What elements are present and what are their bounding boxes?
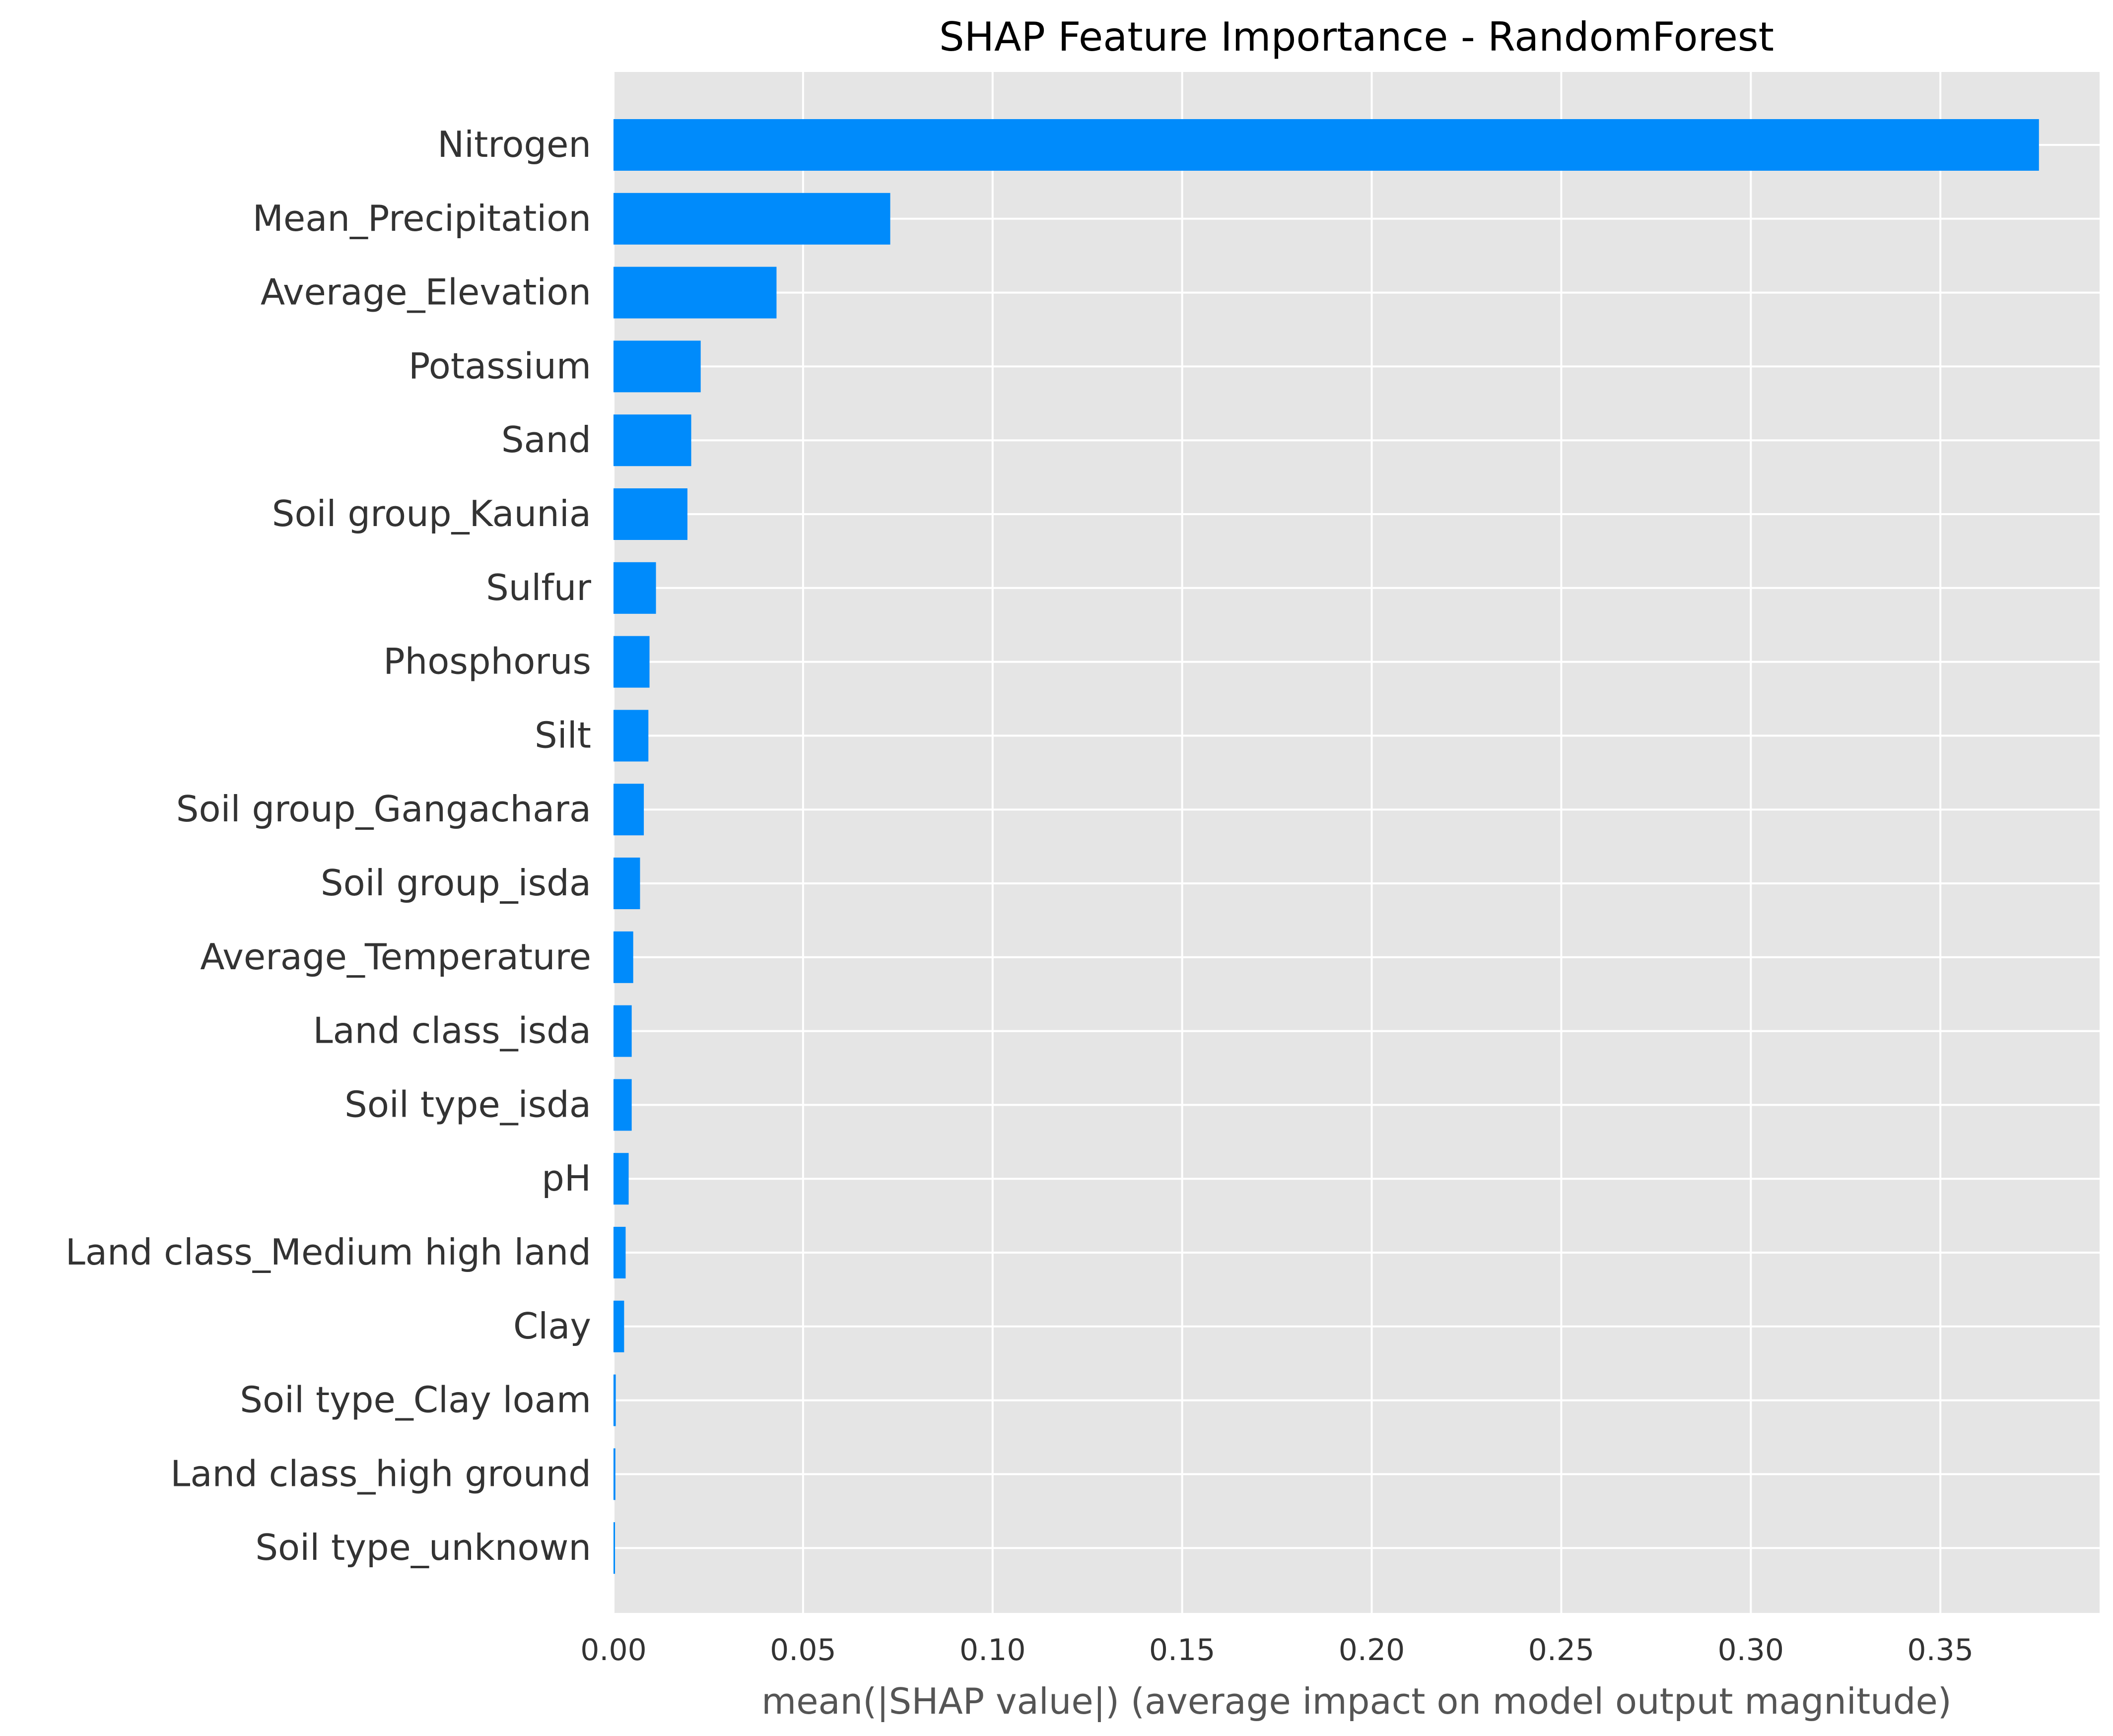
y-tick-label: Soil type_isda: [344, 1083, 591, 1125]
bar: [613, 267, 777, 319]
y-tick-label: pH: [542, 1157, 591, 1199]
x-tick-label: 0.25: [1528, 1633, 1595, 1668]
y-tick-label: Soil group_Gangachara: [176, 788, 591, 830]
y-tick-label: Soil group_isda: [321, 862, 591, 904]
bar: [613, 488, 687, 540]
bar: [613, 1522, 615, 1574]
y-tick-label: Clay: [513, 1305, 591, 1347]
x-tick-label: 0.15: [1149, 1633, 1216, 1668]
bar: [613, 636, 650, 688]
chart-title: SHAP Feature Importance - RandomForest: [939, 14, 1774, 60]
bar: [613, 193, 890, 245]
bar: [613, 1005, 632, 1057]
y-tick-label: Soil type_Clay loam: [240, 1379, 591, 1421]
y-tick-label: Soil type_unknown: [255, 1527, 591, 1568]
bar: [613, 1079, 632, 1131]
plot-area: [613, 72, 2100, 1613]
y-tick-labels: Nitrogen Mean_Precipitation Average_Elevat…: [66, 124, 592, 1568]
bar: [613, 340, 701, 393]
y-tick-label: Silt: [535, 714, 591, 756]
x-tick-label: 0.20: [1339, 1633, 1405, 1668]
bar: [613, 710, 649, 762]
y-tick-label: Average_Elevation: [261, 271, 591, 313]
y-tick-label: Nitrogen: [437, 124, 591, 165]
y-tick-label: Soil group_Kaunia: [272, 493, 591, 534]
bar: [613, 414, 691, 467]
bar: [613, 1300, 624, 1352]
bars: [613, 119, 2039, 1574]
x-tick-label: 0.00: [580, 1633, 647, 1668]
y-tick-label: Land class_isda: [313, 1010, 591, 1052]
bar: [613, 562, 656, 614]
y-tick-label: Average_Temperature: [200, 936, 591, 978]
bar: [613, 1374, 616, 1426]
y-tick-label: Land class_high ground: [170, 1453, 591, 1494]
y-tick-label: Phosphorus: [383, 641, 591, 682]
bar: [613, 784, 644, 836]
y-tick-label: Mean_Precipitation: [253, 198, 591, 239]
x-tick-label: 0.10: [959, 1633, 1026, 1668]
bar: [613, 1448, 615, 1500]
x-tick-label: 0.05: [770, 1633, 836, 1668]
x-tick-label: 0.35: [1907, 1633, 1974, 1668]
x-tick-label: 0.30: [1718, 1633, 1784, 1668]
bar: [613, 1227, 626, 1278]
y-tick-label: Land class_Medium high land: [66, 1231, 591, 1273]
bar: [613, 119, 2039, 171]
y-tick-label: Sand: [501, 419, 591, 461]
y-tick-label: Potassium: [409, 345, 591, 387]
bar: [613, 858, 640, 909]
bar: [613, 1153, 629, 1205]
y-tick-label: Sulfur: [486, 567, 591, 608]
x-axis-label: mean(|SHAP value|) (average impact on mo…: [761, 1680, 1952, 1723]
x-tick-labels: 0.00 0.05 0.10 0.15 0.20 0.25 0.30 0.35: [580, 1633, 1974, 1668]
bar: [613, 931, 633, 983]
